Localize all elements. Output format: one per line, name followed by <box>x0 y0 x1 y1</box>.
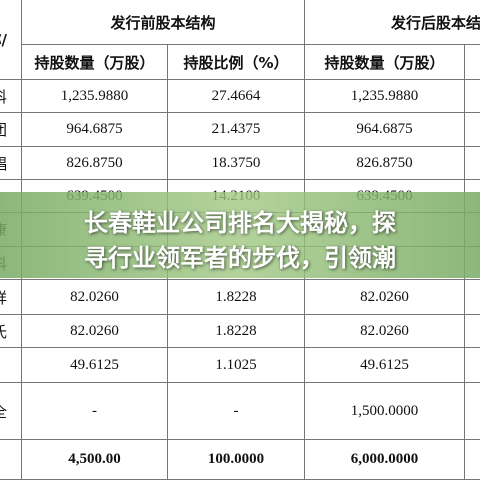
group-header: 称/ <box>0 0 22 80</box>
sub-header: 持股数量（万股） <box>22 45 168 80</box>
table-cell: 82.0260 <box>22 280 168 315</box>
table-cell: - <box>22 383 168 440</box>
table-cell: - <box>168 383 305 440</box>
row-label: 祥 <box>0 280 22 315</box>
table-cell: 82.0260 <box>305 315 465 348</box>
table-cell: 49.6125 <box>305 348 465 383</box>
table-cell <box>465 440 480 480</box>
table-cell: 82.0260 <box>22 315 168 348</box>
table-cell: 826.8750 <box>305 147 465 180</box>
row-label: 全 <box>0 383 22 440</box>
sub-header: 持股数量（万股） <box>305 45 465 80</box>
table-cell: 18.3750 <box>168 147 305 180</box>
table-cell <box>465 247 480 280</box>
table-cell: 49.6125 <box>22 348 168 383</box>
group-header: 发行前股本结构 <box>22 0 305 45</box>
overlay-text: 长春鞋业公司排名大揭秘，探 <box>84 209 396 237</box>
table-cell: 21.4375 <box>168 113 305 147</box>
row-label: 氏 <box>0 315 22 348</box>
table-cell: 1,235.9880 <box>22 80 168 113</box>
row-label <box>0 440 22 480</box>
table-cell: 27.4664 <box>168 80 305 113</box>
row-label: 锠 <box>0 147 22 180</box>
table-cell: 826.8750 <box>22 147 168 180</box>
table-cell: 1.8228 <box>168 315 305 348</box>
table-cell: 964.6875 <box>305 113 465 147</box>
table-cell <box>465 113 480 147</box>
table-cell: 6,000.0000 <box>305 440 465 480</box>
table-cell <box>465 348 480 383</box>
overlay-text: 寻行业领军者的步伐，引领潮 <box>84 244 396 272</box>
table-cell: 1.8228 <box>168 280 305 315</box>
table-cell <box>465 147 480 180</box>
table-cell: 82.0260 <box>305 280 465 315</box>
row-label: 科 <box>0 80 22 113</box>
table-cell: 1,235.9880 <box>305 80 465 113</box>
table-cell: 1,500.0000 <box>305 383 465 440</box>
table-cell: 100.0000 <box>168 440 305 480</box>
table-cell: 1.1025 <box>168 348 305 383</box>
table-cell <box>465 280 480 315</box>
table-cell <box>465 80 480 113</box>
sub-header <box>465 45 480 80</box>
table-cell: 4,500.00 <box>22 440 168 480</box>
table-cell <box>465 383 480 440</box>
table-cell <box>465 315 480 348</box>
overlay-band <box>0 192 480 278</box>
group-header: 发行后股本结 <box>305 0 480 45</box>
row-label: 团 <box>0 113 22 147</box>
sub-header: 持股比例（%） <box>168 45 305 80</box>
table-cell: 964.6875 <box>22 113 168 147</box>
row-label <box>0 348 22 383</box>
